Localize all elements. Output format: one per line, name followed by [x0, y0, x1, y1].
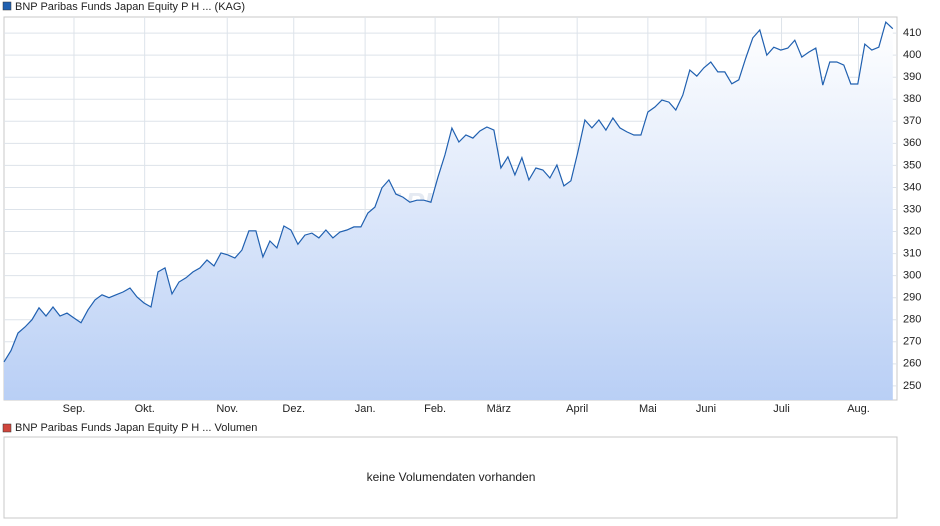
y-tick-label: 360: [903, 137, 921, 149]
y-tick-label: 350: [903, 159, 921, 171]
y-tick-label: 340: [903, 181, 921, 193]
x-tick-label: Juni: [696, 403, 716, 415]
y-tick-label: 400: [903, 49, 921, 61]
y-tick-label: 370: [903, 115, 921, 127]
legend-swatch: [2, 423, 12, 433]
x-tick-label: Feb.: [424, 403, 446, 415]
legend-label: BNP Paribas Funds Japan Equity P H ... V…: [15, 422, 257, 434]
x-tick-label: Nov.: [216, 403, 238, 415]
x-tick-label: Mai: [639, 403, 657, 415]
y-tick-label: 290: [903, 292, 921, 304]
x-tick-label: Okt.: [135, 403, 155, 415]
x-tick-label: März: [487, 403, 511, 415]
volume-frame: [3, 436, 898, 519]
y-tick-label: 390: [903, 71, 921, 83]
x-tick-label: April: [566, 403, 588, 415]
area: [4, 22, 893, 400]
legend-swatch: [2, 1, 12, 11]
y-tick-label: 300: [903, 270, 921, 282]
y-tick-label: 320: [903, 225, 921, 237]
x-tick-label: Jan.: [355, 403, 376, 415]
y-tick-label: 260: [903, 358, 921, 370]
y-tick-label: 330: [903, 203, 921, 215]
y-tick-label: 280: [903, 314, 921, 326]
x-tick-label: Dez.: [282, 403, 305, 415]
y-tick-label: 270: [903, 336, 921, 348]
x-tick-label: Sep.: [63, 403, 86, 415]
y-tick-label: 380: [903, 93, 921, 105]
no-data-message: keine Volumendaten vorhanden: [367, 470, 536, 484]
y-tick-label: 250: [903, 380, 921, 392]
x-tick-label: Aug.: [847, 403, 870, 415]
y-tick-label: 410: [903, 27, 921, 39]
legend-label: BNP Paribas Funds Japan Equity P H ... (…: [15, 1, 245, 13]
line: [3, 20, 894, 363]
y-tick-label: 310: [903, 247, 921, 259]
x-tick-label: Juli: [773, 403, 790, 415]
